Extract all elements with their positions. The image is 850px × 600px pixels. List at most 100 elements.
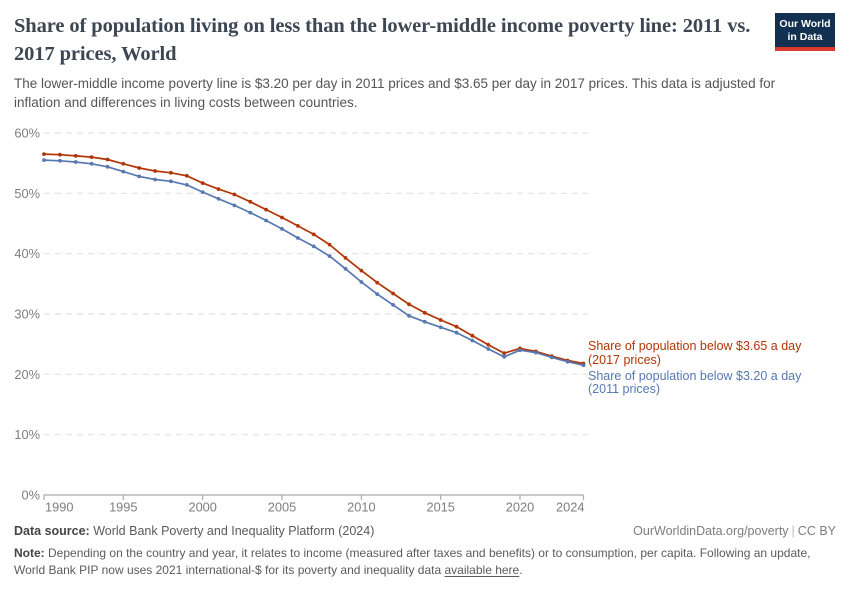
series-2-point-2003 [248, 210, 253, 215]
poverty-chart-svg: 0% 10% 20% 30% 40% 50% 60% 1990 1995 2000 2005 2010… [14, 126, 588, 515]
series-2-point-1996 [137, 174, 142, 179]
x-tick-label: 2015 [426, 500, 454, 515]
series-1-point-2009 [343, 256, 348, 260]
y-tick-label: 10% [14, 427, 40, 442]
series-2-point-2007 [311, 244, 316, 249]
series-2-point-2024 [581, 363, 586, 368]
y-tick-label: 40% [14, 246, 40, 261]
series-2-point-2012 [391, 303, 395, 307]
series-1-point-1990 [42, 152, 46, 156]
series-2-point-2021 [534, 350, 538, 355]
series-1-point-2017 [470, 333, 475, 338]
x-tick-label: 1995 [109, 500, 137, 515]
chart-note: Note: Depending on the country and year,… [14, 545, 836, 579]
credit: OurWorldinData.org/poverty | CC BY [633, 524, 836, 538]
series-1-point-2013 [407, 302, 411, 307]
x-tick-label: 2000 [188, 500, 216, 515]
series-1-point-2008 [327, 242, 332, 247]
series-1-point-1999 [184, 173, 189, 178]
legend-label-line2: (2011 prices) [588, 382, 661, 396]
logo-line2: in Data [787, 30, 823, 43]
legend-container: Share of population below $3.65 a day (20… [588, 339, 840, 399]
series-1-point-2005 [280, 215, 284, 220]
series-1-point-2019 [502, 351, 507, 356]
series-2-point-1991 [58, 158, 62, 163]
x-tick-label: 1990 [45, 500, 73, 515]
series-2-point-1990 [42, 158, 46, 162]
series-2-point-2002 [232, 203, 237, 208]
series-1-point-1994 [105, 157, 110, 162]
note-label: Note: [14, 546, 45, 560]
series-1-point-2018 [486, 342, 491, 347]
series-line-2 [43, 159, 584, 367]
series-2-point-1997 [153, 177, 158, 182]
series-2-point-2016 [454, 330, 459, 335]
series-1-point-2002 [232, 192, 237, 197]
series-2-point-2023 [565, 359, 570, 364]
series-line-1 [43, 153, 584, 365]
series-2-point-2006 [296, 236, 300, 240]
series-2-point-2020 [518, 348, 522, 353]
series-2-point-2019 [502, 354, 507, 359]
series-1-point-2004 [264, 207, 268, 212]
logo-line1: Our World [779, 18, 831, 30]
series-1-point-2014 [422, 310, 427, 315]
credit-separator: | [791, 524, 795, 538]
series-2-point-1999 [184, 183, 189, 187]
series-1-point-1998 [169, 170, 173, 175]
series-1-point-1995 [121, 161, 126, 166]
series-1-point-1996 [137, 166, 142, 170]
series-2-point-2018 [486, 347, 491, 351]
series-1-point-2003 [248, 199, 253, 204]
legend-label-line1: Share of population below $3.20 a day [588, 368, 802, 383]
series-2-point-2014 [422, 319, 427, 324]
y-tick-label: 60% [14, 126, 40, 141]
legend-label-series-2: Share of population below $3.20 a day (20… [588, 368, 840, 397]
series-1-point-2000 [200, 181, 205, 185]
note-period: . [519, 563, 523, 577]
series-2-point-1995 [121, 169, 126, 174]
legend-label-line1: Share of population below $3.65 a day [588, 339, 802, 353]
credit-license[interactable]: CC BY [797, 524, 836, 538]
x-tick-label: 2024 [556, 500, 584, 515]
x-tick-label: 2020 [506, 500, 534, 515]
series-2-point-2001 [216, 196, 221, 201]
series-1-point-2010 [359, 268, 364, 273]
legend-label-line2: (2017 prices) [588, 352, 661, 367]
series-2-point-2017 [470, 338, 475, 343]
y-tick-label: 0% [22, 488, 41, 503]
series-1-point-2001 [216, 187, 221, 191]
owid-logo[interactable]: Our World in Data [775, 13, 835, 51]
series-2-point-2013 [407, 313, 411, 318]
data-source-label: Data source: [14, 524, 90, 538]
series-2-point-2010 [359, 280, 364, 284]
page-title: Share of population living on less than … [14, 15, 751, 65]
y-tick-label: 20% [14, 367, 40, 382]
chart-area: 0% 10% 20% 30% 40% 50% 60% 1990 1995 2000 2005 2010… [0, 120, 850, 520]
series-2-point-2000 [200, 190, 205, 194]
series-2-point-1998 [169, 179, 173, 184]
series-1-point-2007 [311, 232, 316, 237]
note-text: Depending on the country and year, it re… [14, 546, 811, 577]
series-2-point-2011 [375, 292, 380, 296]
series-1-point-2011 [375, 280, 380, 285]
series-2-point-1993 [89, 161, 94, 166]
source-row: Data source: World Bank Poverty and Ineq… [14, 524, 836, 538]
data-source-value: World Bank Poverty and Inequality Platfo… [93, 524, 375, 538]
chart-footer: Data source: World Bank Poverty and Ineq… [14, 524, 836, 579]
available-here-link[interactable]: available here [444, 563, 520, 577]
series-1-point-1993 [89, 155, 94, 159]
chart-subtitle: The lower-middle income poverty line is … [14, 76, 776, 110]
series-2-point-2005 [280, 227, 284, 231]
series-2-point-2015 [438, 325, 443, 330]
series-1-point-1991 [58, 152, 62, 157]
series-1-point-1997 [153, 169, 158, 173]
y-tick-label: 30% [14, 307, 40, 322]
series-1-point-2012 [391, 291, 395, 296]
series-2-point-2004 [264, 218, 268, 223]
credit-url[interactable]: OurWorldinData.org/poverty [633, 524, 789, 538]
series-2-point-1992 [73, 160, 78, 164]
series-1-point-1992 [73, 154, 78, 158]
series-1-point-2016 [454, 324, 459, 329]
